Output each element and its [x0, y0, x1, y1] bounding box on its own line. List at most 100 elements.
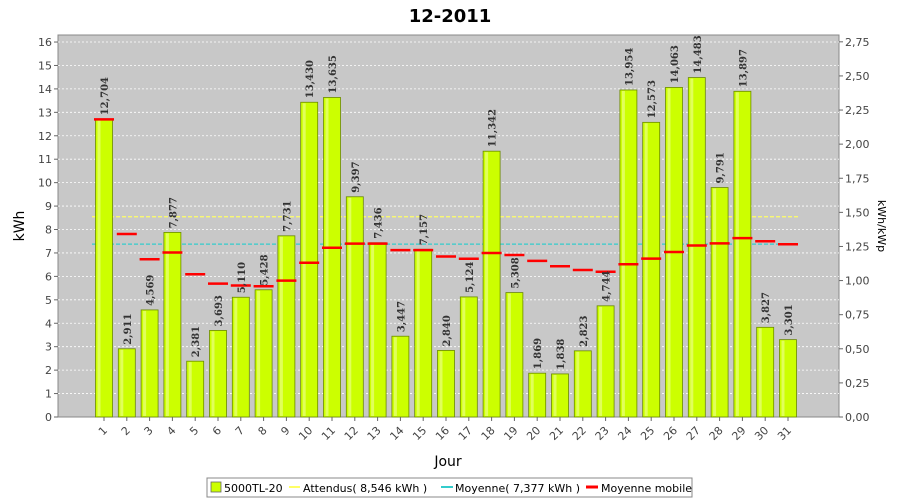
bar-highlight	[120, 349, 124, 416]
x-tick-label: 14	[387, 424, 406, 443]
y-tick-label: 1	[45, 388, 52, 401]
bar-highlight	[348, 197, 352, 416]
bar-highlight	[485, 152, 489, 417]
bar-value-label: 3,693	[214, 295, 225, 326]
y2-tick-label: 1,75	[845, 172, 870, 185]
y-tick-label: 8	[45, 224, 52, 237]
bar-value-label: 3,447	[396, 301, 407, 332]
y-tick-label: 0	[45, 411, 52, 424]
y-tick-label: 2	[45, 364, 52, 377]
legend-swatch-bars	[210, 481, 222, 493]
y2-tick-label: 1,25	[845, 240, 870, 253]
y2-tick-label: 1,50	[845, 206, 870, 219]
bar-value-label: 4,744	[602, 270, 613, 301]
bar-value-label: 2,381	[191, 326, 202, 357]
bar-value-label: 5,308	[510, 257, 521, 288]
y-tick-label: 6	[45, 270, 52, 283]
bar-highlight	[279, 236, 283, 416]
x-tick-label: 11	[319, 424, 338, 443]
moving-average-series	[94, 118, 798, 288]
bar-series	[95, 77, 797, 418]
bar-highlight	[97, 120, 101, 416]
y-tick-label: 14	[38, 83, 52, 96]
bar-highlight	[393, 337, 397, 416]
bar-value-label: 7,731	[282, 200, 293, 231]
bar-highlight	[530, 374, 534, 416]
y-tick-label: 10	[38, 177, 52, 190]
y-tick-label: 16	[38, 36, 52, 49]
x-tick-label: 25	[638, 424, 657, 443]
x-tick-label: 3	[142, 424, 156, 438]
bar-highlight	[599, 306, 603, 416]
x-tick-label: 15	[410, 424, 429, 443]
x-tick-label: 28	[707, 424, 726, 443]
y2-tick-label: 0,25	[845, 377, 870, 390]
bar-value-label: 5,124	[465, 262, 476, 293]
x-tick-label: 26	[661, 424, 680, 443]
bar-value-label: 3,827	[761, 292, 772, 323]
y-tick-label: 11	[38, 153, 52, 166]
bar-highlight	[758, 328, 762, 416]
bar-value-label: 13,635	[328, 55, 339, 93]
x-tick-label: 24	[615, 424, 634, 443]
y2-tick-label: 1,00	[845, 275, 870, 288]
bar-value-label: 5,428	[260, 254, 271, 285]
x-tick-label: 9	[278, 424, 292, 438]
y2-tick-label: 2,00	[845, 138, 870, 151]
x-tick-label: 23	[593, 424, 612, 443]
bar-value-label: 12,573	[647, 80, 658, 118]
x-axis-ticks: 1 2 3 4 5 6 7 8 9 10 11 12 13 14 15 16 17 18 19 20 21 22 23 24 2…	[96, 417, 794, 443]
chart-title: 12-2011	[409, 6, 492, 27]
y-tick-label: 13	[38, 106, 52, 119]
x-tick-label: 21	[547, 424, 566, 443]
y2-tick-label: 0,00	[845, 411, 870, 424]
bar-value-label: 7,157	[419, 214, 430, 245]
y2-axis-label: kWh/kWp	[875, 200, 888, 252]
x-tick-label: 22	[570, 424, 589, 443]
x-tick-label: 27	[684, 424, 703, 443]
y-tick-label: 15	[38, 59, 52, 72]
x-tick-label: 18	[479, 424, 498, 443]
bar-value-label: 14,063	[670, 45, 681, 83]
bar-highlight	[165, 233, 169, 416]
bar-value-label: 13,430	[305, 60, 316, 98]
bar-highlight	[302, 103, 306, 416]
y2-tick-label: 2,75	[845, 36, 870, 49]
x-tick-label: 12	[342, 424, 361, 443]
y2-tick-label: 2,25	[845, 104, 870, 117]
bar-value-label: 7,877	[168, 197, 179, 228]
x-tick-label: 30	[752, 424, 771, 443]
bar-value-label: 13,954	[624, 48, 635, 86]
y-tick-label: 5	[45, 294, 52, 307]
x-tick-label: 31	[775, 424, 794, 443]
x-tick-label: 2	[119, 424, 133, 438]
bar-highlight	[371, 243, 375, 416]
bar-highlight	[690, 78, 694, 416]
bar-value-label: 13,897	[738, 49, 749, 87]
bar-value-label: 2,840	[442, 315, 453, 346]
legend: 5000TL-20 Attendus( 8,546 kWh ) Moyenne(…	[206, 477, 693, 498]
x-tick-label: 4	[164, 424, 178, 438]
legend-label-attendus: Attendus( 8,546 kWh )	[303, 482, 427, 495]
x-tick-label: 20	[524, 424, 543, 443]
bar-highlight	[211, 331, 215, 416]
x-tick-label: 10	[296, 424, 315, 443]
x-tick-label: 19	[501, 424, 520, 443]
bar-value-label: 2,823	[579, 315, 590, 346]
bar-highlight	[257, 290, 261, 416]
bar-value-label: 2,911	[123, 313, 134, 344]
bar-value-label: 14,483	[693, 35, 704, 73]
bar-value-label: 4,569	[146, 275, 157, 306]
legend-label-moyenne: Moyenne( 7,377 kWh )	[455, 482, 580, 495]
bar-highlight	[781, 340, 785, 416]
x-tick-label: 17	[456, 424, 475, 443]
y-axis-label: kWh	[12, 211, 28, 242]
bar-highlight	[325, 98, 329, 417]
y-tick-label: 12	[38, 130, 52, 143]
y2-tick-label: 2,50	[845, 70, 870, 83]
x-tick-label: 8	[256, 424, 270, 438]
bar-highlight	[462, 297, 466, 416]
bar-highlight	[713, 188, 717, 416]
y-tick-label: 4	[45, 317, 52, 330]
bar-value-label: 11,342	[488, 109, 499, 147]
